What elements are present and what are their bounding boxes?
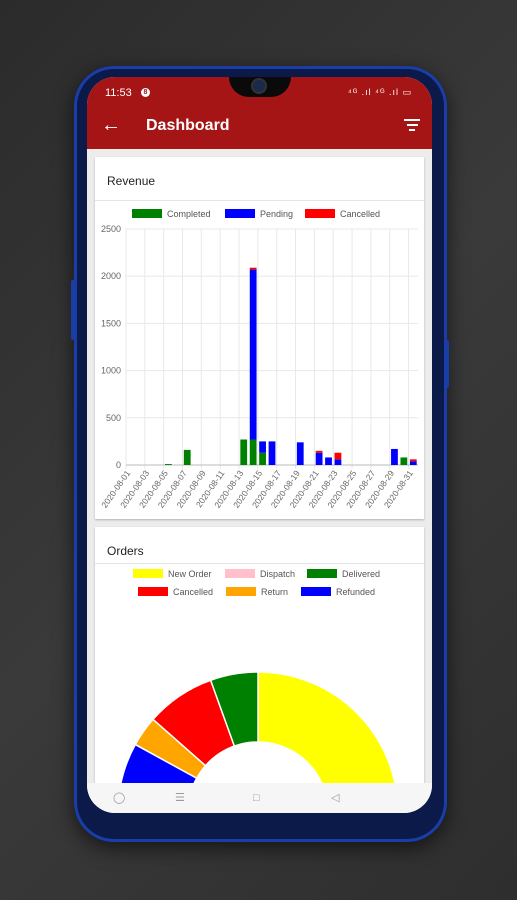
page-title: Dashboard [146,117,230,134]
legend-label: New Order [168,569,212,579]
bar-completed[interactable] [164,464,172,465]
signal-battery-icons: ⁴ᴳ .ıl ⁴ᴳ .ıl ▭ [347,87,412,97]
legend-item-cancelled[interactable]: Cancelled [138,587,213,597]
legend-swatch [225,209,255,218]
orders-card-title: Orders [107,544,144,558]
menu-icon[interactable]: ☰ [175,792,185,804]
bar-completed[interactable] [240,439,248,465]
square-icon[interactable]: □ [253,792,260,804]
y-tick-label: 1500 [101,318,121,328]
orders-card: Orders New Order Dispatch Delivered Cancell… [95,527,424,783]
volume-button [71,280,75,340]
power-button [445,340,449,388]
legend-swatch [226,587,256,596]
bar-pending[interactable] [409,461,417,465]
bar-pending[interactable] [249,269,257,440]
bar-cancelled[interactable] [249,267,257,270]
legend-swatch [132,209,162,218]
legend-label: Refunded [336,587,376,597]
y-tick-label: 2000 [101,271,121,281]
status-time: 11:53 [105,87,132,99]
legend-swatch [305,209,335,218]
bar-completed[interactable] [259,452,266,465]
bar-completed[interactable] [183,449,191,465]
bar-pending[interactable] [325,457,332,465]
bar-pending[interactable] [334,459,342,465]
y-tick-label: 2500 [101,224,121,234]
revenue-bar-chart: 050010001500200025002020-08-012020-08-03… [99,224,418,510]
circle-icon[interactable]: ◯ [113,792,126,804]
bar-cancelled[interactable] [315,450,323,453]
bar-completed[interactable] [249,439,257,465]
app-bar: ← Dashboard [87,105,432,149]
legend-item-pending[interactable]: Pending [225,209,293,219]
legend-swatch [301,587,331,596]
legend-label: Completed [167,209,211,219]
bar-completed[interactable] [400,457,408,465]
back-triangle-icon[interactable]: ◁ [331,792,340,804]
legend-label: Delivered [342,569,381,579]
slice-new-order[interactable] [257,671,398,783]
arrow-left-icon[interactable]: ← [101,114,121,136]
bar-cancelled[interactable] [409,459,417,462]
legend-swatch [138,587,168,596]
card-divider [95,563,424,564]
bar-pending[interactable] [296,442,304,465]
legend-swatch [225,569,255,578]
slice-refunded[interactable] [118,743,198,783]
legend-item-cancelled[interactable]: Cancelled [305,209,380,219]
legend-label: Return [261,587,289,597]
legend-label: Pending [260,209,294,219]
system-nav-bar: ◯ ☰ □ ◁ [87,783,432,813]
legend-item-refunded[interactable]: Refunded [301,587,375,597]
notification-badge: 8 [141,88,150,97]
legend-item-completed[interactable]: Completed [132,209,211,219]
camera-notch [229,77,291,97]
y-tick-label: 0 [116,460,121,470]
legend-swatch [307,569,337,578]
legend-item-delivered[interactable]: Delivered [307,569,380,579]
bar-pending[interactable] [315,452,323,465]
revenue-card: Revenue Completed Pending Cancelled 0 500 10… [95,157,424,519]
bar-pending[interactable] [268,441,276,465]
legend-label: Cancelled [173,587,214,597]
legend-swatch [133,569,163,578]
y-tick-label: 1000 [101,366,121,376]
filter-icon[interactable] [404,119,420,133]
orders-doughnut-chart [118,671,398,783]
legend-item-dispatch[interactable]: Dispatch [225,569,295,579]
revenue-card-title: Revenue [107,174,156,188]
legend-label: Cancelled [340,209,381,219]
bar-cancelled[interactable] [334,452,342,460]
card-divider [95,200,424,201]
legend-item-new-order[interactable]: New Order [133,569,212,579]
y-tick-label: 500 [106,413,121,423]
camera-icon [253,80,265,92]
dashboard-content[interactable]: Revenue Completed Pending Cancelled 0 500 10… [87,149,432,783]
phone-screen: 11:53 8 ⁴ᴳ .ıl ⁴ᴳ .ıl ▭ ← Dashboard Reve… [87,77,432,813]
bar-pending[interactable] [259,441,266,453]
legend-item-return[interactable]: Return [226,587,288,597]
bar-pending[interactable] [391,448,398,465]
legend-label: Dispatch [260,569,296,579]
